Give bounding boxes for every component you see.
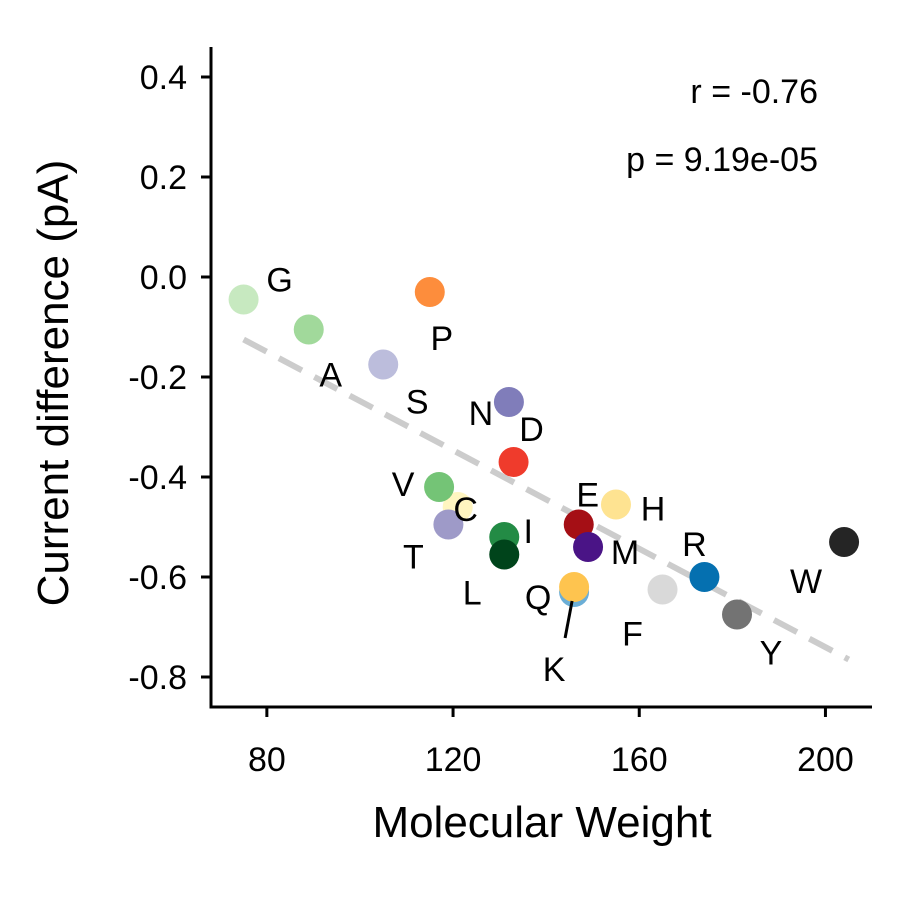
y-tick-label: -0.2: [128, 359, 187, 397]
point-g: [228, 284, 259, 315]
point-a: [293, 314, 324, 345]
point-label-q: Q: [525, 579, 551, 617]
y-tick-label: -0.6: [128, 559, 187, 597]
point-label-a: A: [319, 357, 342, 395]
point-labels-layer: G A PS N D CVT I L EMH QK F R YW: [266, 262, 822, 690]
point-label-y: Y: [760, 635, 783, 673]
point-label-d: D: [519, 411, 544, 449]
point-label-i: I: [524, 513, 533, 551]
point-h: [600, 489, 631, 520]
point-v: [424, 472, 455, 502]
y-axis-title: Current difference (pA): [29, 160, 78, 607]
point-s: [368, 349, 399, 380]
point-label-t: T: [403, 539, 424, 577]
point-t: [433, 509, 464, 540]
y-tick-label: 0.0: [140, 259, 187, 297]
point-label-c: C: [453, 491, 478, 529]
point-label-e: E: [576, 477, 599, 515]
point-label-h: H: [641, 491, 666, 529]
point-r: [689, 562, 720, 592]
point-label-w: W: [790, 563, 822, 601]
point-label-s: S: [406, 384, 429, 422]
x-tick-label: 120: [425, 741, 482, 779]
x-tick-label: 160: [611, 741, 668, 779]
y-tick-label: 0.4: [140, 59, 187, 97]
x-axis-title: Molecular Weight: [372, 798, 711, 847]
point-l: [489, 539, 520, 570]
point-e: [563, 509, 594, 540]
points-layer: [228, 277, 860, 630]
point-label-n: N: [469, 395, 494, 433]
point-label-g: G: [266, 262, 292, 300]
point-label-v: V: [392, 466, 415, 504]
point-label-p: P: [430, 320, 453, 358]
correlation-r: r = -0.76: [690, 73, 818, 111]
point-f: [647, 574, 678, 605]
point-m: [573, 532, 604, 562]
point-k: [559, 572, 590, 602]
point-n: [493, 387, 524, 417]
point-label-k: K: [543, 651, 566, 689]
point-y: [722, 599, 753, 630]
y-tick-label: -0.8: [128, 659, 187, 697]
point-p: [414, 277, 445, 307]
x-tick-label: 200: [797, 741, 854, 779]
point-label-r: R: [682, 526, 707, 564]
label-leader-k: [563, 600, 574, 639]
p-value: p = 9.19e-05: [626, 141, 818, 179]
point-d: [498, 447, 529, 477]
y-tick-label: 0.2: [140, 159, 187, 197]
y-tick-label: -0.4: [128, 459, 187, 497]
point-label-m: M: [611, 534, 639, 572]
x-tick-label: 80: [248, 741, 286, 779]
point-label-l: L: [463, 575, 482, 613]
point-label-f: F: [622, 616, 643, 654]
axes-layer: 80 120 160 200 0.4 0.2 0.0 -0.2 -0.4 -0.6 -0.8: [128, 47, 872, 779]
point-w: [829, 527, 860, 557]
